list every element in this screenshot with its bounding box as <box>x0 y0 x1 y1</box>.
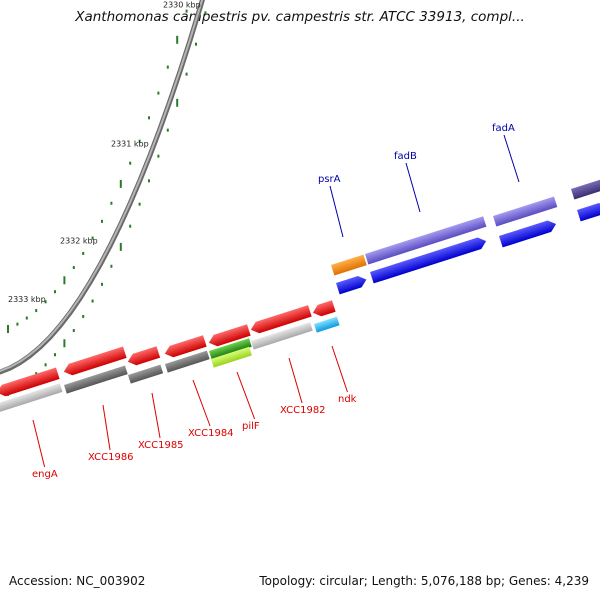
gene-label-fada: fadA <box>492 123 515 134</box>
gene-label-ndk: ndk <box>338 394 357 405</box>
accession-label: Accession: NC_003902 <box>9 574 146 588</box>
cog-block <box>165 350 210 373</box>
cog-block <box>493 196 558 227</box>
gene-label-leader <box>405 162 421 213</box>
gene-label-fadb: fadB <box>394 151 417 162</box>
gene-label-leader <box>236 371 256 420</box>
cog-block <box>64 365 128 394</box>
gene-label-leader <box>288 357 303 404</box>
gene-label-xcc1985: XCC1985 <box>138 440 184 451</box>
gene-arrow-reverse <box>208 324 251 347</box>
gene-arrow-reverse <box>250 305 312 334</box>
scale-tick-label: 2332 kbp <box>60 236 98 245</box>
cog-block <box>314 316 340 333</box>
genome-backbone-highlight <box>0 0 204 373</box>
gene-arrow-reverse <box>312 300 336 317</box>
gene-label-leader <box>192 379 211 427</box>
gene-label-leader <box>503 134 520 183</box>
cog-block <box>211 346 252 368</box>
gene-arrow-reverse <box>164 335 207 358</box>
cog-block <box>331 254 367 276</box>
gene-arrow-reverse <box>0 367 60 397</box>
gene-label-psra: psrA <box>318 174 341 185</box>
genome-stats-label: Topology: circular; Length: 5,076,188 bp… <box>259 574 589 588</box>
gene-arrow-forward <box>577 202 600 222</box>
cog-block <box>128 364 164 384</box>
scale-tick-label: 2331 kbp <box>111 139 149 148</box>
gene-label-xcc1982: XCC1982 <box>280 405 326 416</box>
gene-arrow-forward <box>370 237 487 284</box>
gene-label-xcc1984: XCC1984 <box>188 428 234 439</box>
cog-block <box>365 216 487 265</box>
gene-label-leader <box>331 345 348 393</box>
scale-tick-label: 2333 kbp <box>8 295 46 304</box>
gene-label-enga: engA <box>32 469 58 480</box>
cog-block <box>251 322 313 350</box>
gene-arrow-reverse <box>127 346 161 366</box>
gene-arrow-forward <box>499 220 557 248</box>
map-title: Xanthomonas campestris pv. campestris st… <box>75 9 525 25</box>
gene-label-leader <box>329 185 344 238</box>
gene-arrow-reverse <box>63 346 127 376</box>
cog-block <box>571 179 600 200</box>
scale-tick-label: 2330 kbp <box>163 0 201 9</box>
gene-label-xcc1986: XCC1986 <box>88 452 134 463</box>
cog-block <box>0 383 63 413</box>
cog-block <box>209 338 252 360</box>
gene-label-leader <box>102 404 111 451</box>
gene-arrow-forward <box>336 275 367 295</box>
gene-label-leader <box>32 419 46 468</box>
gene-label-pilf: pilF <box>242 421 260 432</box>
gene-label-leader <box>151 392 161 439</box>
